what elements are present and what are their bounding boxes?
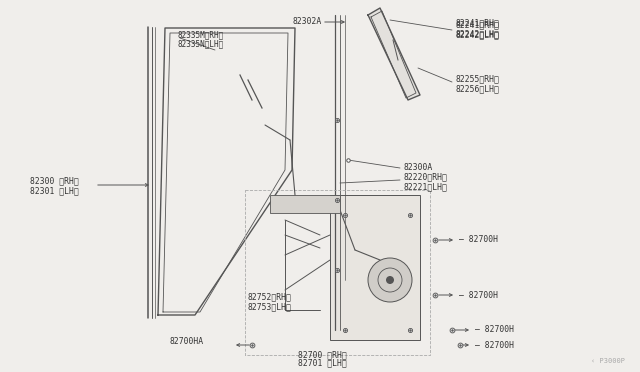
Circle shape [368,258,412,302]
Text: 82301 〈LH〉: 82301 〈LH〉 [30,186,79,196]
Circle shape [386,276,394,284]
Text: 82255〈RH〉: 82255〈RH〉 [455,74,499,83]
Text: 82335M〈RH〉: 82335M〈RH〉 [178,31,224,39]
Text: 82300 〈RH〉: 82300 〈RH〉 [30,176,79,186]
Text: 82753〈LH〉: 82753〈LH〉 [248,302,292,311]
Text: 82220〈RH〉: 82220〈RH〉 [403,173,447,182]
Text: — 82700H: — 82700H [475,340,514,350]
Text: 82242〈LH〉: 82242〈LH〉 [455,31,499,39]
Text: 82256〈LH〉: 82256〈LH〉 [455,84,499,93]
Bar [270,195,340,213]
Text: 82302A: 82302A [292,17,322,26]
Text: — 82700H: — 82700H [475,326,514,334]
Text: ‹ P3000P: ‹ P3000P [591,358,625,364]
Text: 82752〈RH〉: 82752〈RH〉 [248,292,292,301]
Polygon shape [368,8,420,100]
Text: 82701 〈LH〉: 82701 〈LH〉 [298,359,347,368]
Text: 82241〈RH〉: 82241〈RH〉 [455,20,499,29]
Text: 82700 〈RH〉: 82700 〈RH〉 [298,350,347,359]
Text: 82700HA: 82700HA [170,337,204,346]
Text: 82241〈RH〉
82242〈LH〉: 82241〈RH〉 82242〈LH〉 [455,18,499,38]
Text: — 82700H: — 82700H [459,235,498,244]
Text: — 82700H: — 82700H [459,291,498,299]
Text: 82335N〈LH〉: 82335N〈LH〉 [178,39,224,48]
Text: 82221〈LH〉: 82221〈LH〉 [403,183,447,192]
Bar [330,195,420,340]
Text: 82300A: 82300A [403,164,432,173]
